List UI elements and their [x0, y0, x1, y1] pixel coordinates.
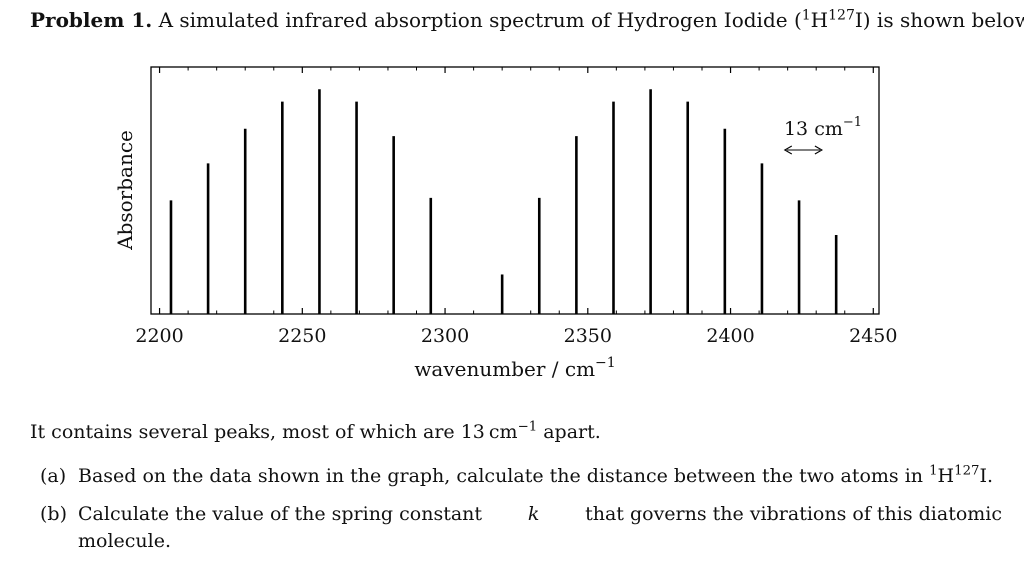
x-axis-label: wavenumber / cm−1: [414, 355, 615, 381]
question-a-isotope-mass-i: 127: [954, 463, 980, 479]
body-text-exponent: −1: [517, 419, 538, 435]
isotope-mass-h: 1: [801, 7, 811, 24]
question-a-symbol-h: H: [937, 465, 955, 487]
question-a-label: (a): [40, 465, 67, 487]
problem-text-before: A simulated infrared absorption spectrum…: [158, 8, 802, 32]
question-b-k-symbol: k: [527, 503, 540, 525]
spacing-annotation-value: 13: [784, 118, 808, 140]
question-a-text: Based on the data shown in the graph, ca…: [78, 465, 930, 487]
question-b: (b) Calculate the value of the spring co…: [40, 501, 1002, 555]
y-axis-label: Absorbance: [113, 130, 137, 251]
problem-text-after: ) is shown below:: [862, 8, 1024, 32]
problem-statement: Problem 1. A simulated infrared absorpti…: [30, 8, 1024, 32]
question-a-symbol-i: I: [979, 465, 988, 487]
body-text-line: It contains several peaks, most of which…: [30, 421, 601, 443]
x-tick-label: 2250: [278, 325, 326, 347]
isotope-mass-i: 127: [828, 7, 855, 24]
question-a: (a) Based on the data shown in the graph,…: [40, 465, 993, 487]
question-b-label: (b): [40, 503, 67, 525]
x-axis-label-exponent: −1: [595, 355, 616, 371]
question-b-text-start: Calculate the value of the spring consta…: [78, 503, 483, 525]
x-tick-label: 2350: [564, 325, 612, 347]
x-tick-label: 2200: [135, 325, 183, 347]
isotope-symbol-i: I: [854, 8, 863, 32]
isotope-symbol-h: H: [810, 8, 829, 32]
question-a-end: .: [987, 465, 994, 487]
x-tick-label: 2400: [706, 325, 754, 347]
spacing-annotation-label: 13 cm−1: [784, 115, 862, 140]
problem-label: Problem 1.: [30, 8, 153, 32]
body-text-before: It contains several peaks, most of which…: [30, 421, 485, 443]
question-b-text-line2: molecule.: [78, 530, 172, 552]
x-tick-label: 2450: [849, 325, 897, 347]
spacing-arrow-head-left: [783, 145, 793, 155]
plot-frame: [150, 66, 880, 315]
body-text-after: apart.: [537, 421, 601, 443]
x-axis-label-text: wavenumber / cm: [414, 357, 595, 381]
ir-spectrum-chart: 2200 2250 2300 2350 2400 2450 Absorbance wave…: [113, 66, 897, 381]
body-text-unit: cm: [488, 421, 518, 443]
question-b-text-end: that governs the vibrations of this diat…: [585, 503, 1002, 525]
spacing-annotation-unit: cm: [814, 118, 843, 140]
spacing-arrow-head-right: [814, 145, 824, 155]
question-a-isotope-mass-h: 1: [929, 463, 938, 479]
spacing-annotation-exponent: −1: [843, 115, 862, 130]
spacing-double-arrow: [783, 145, 824, 155]
x-tick-label: 2300: [421, 325, 469, 347]
